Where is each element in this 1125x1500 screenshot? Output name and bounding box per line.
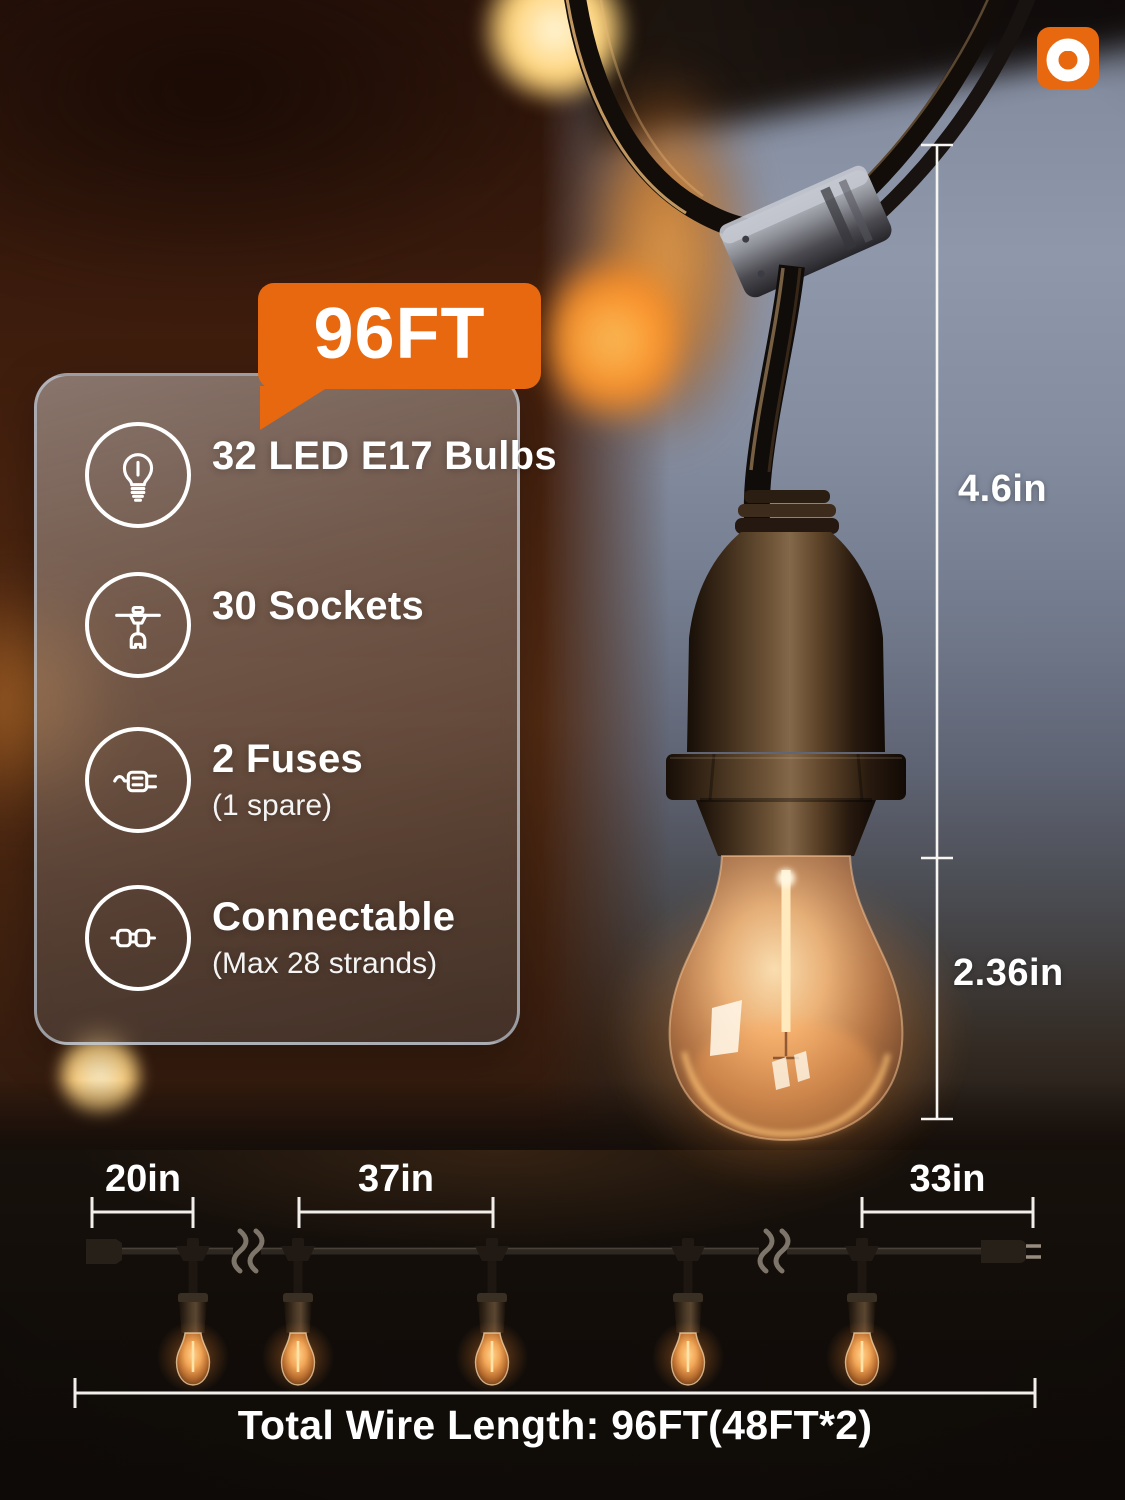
- mini-string-light: [826, 1238, 898, 1393]
- feature-subtitle: (1 spare): [212, 789, 333, 822]
- brand-logo-ring-icon: [1046, 38, 1090, 82]
- fuse-plug-icon: [85, 727, 191, 833]
- mini-string-light: [652, 1238, 724, 1393]
- spacing-schematic: [73, 1197, 1041, 1408]
- mini-string-lights: [157, 1238, 898, 1393]
- spacing-label-left: 20in: [104, 1158, 182, 1200]
- wire-break-marks: [231, 1228, 791, 1274]
- total-wire-length-label: Total Wire Length: 96FT(48FT*2): [237, 1402, 873, 1448]
- spacing-label-mid: 37in: [357, 1158, 435, 1200]
- feature-row-connectable: Connectable (Max 28 strands): [85, 885, 455, 991]
- mini-string-light: [262, 1238, 334, 1393]
- mini-string-light: [157, 1238, 229, 1393]
- feature-title: 30 Sockets: [212, 583, 425, 628]
- mini-string-light: [456, 1238, 528, 1393]
- connectable-plugs-icon: [85, 885, 191, 991]
- bulb-icon: [85, 422, 191, 528]
- male-plug: [981, 1240, 1026, 1263]
- feature-title: 32 LED E17 Bulbs: [212, 433, 557, 478]
- brand-logo: [1037, 27, 1099, 89]
- feature-panel: 32 LED E17 Bulbs 30 Sockets: [34, 373, 557, 1045]
- feature-row-fuses: 2 Fuses (1 spare): [85, 727, 363, 833]
- feature-title: Connectable: [212, 895, 456, 939]
- length-callout: 96FT: [258, 283, 541, 389]
- feature-row-sockets: 30 Sockets: [85, 572, 424, 678]
- wire-connector: [719, 165, 892, 298]
- string-socket-icon: [85, 572, 191, 678]
- hero-string-light: [564, 0, 1036, 1190]
- female-plug: [86, 1239, 122, 1264]
- spacing-label-right: 33in: [909, 1158, 986, 1200]
- glowing-bulb: [606, 855, 966, 1190]
- feature-title: 2 Fuses: [212, 737, 364, 781]
- dimension-lines: [921, 143, 953, 1121]
- socket-housing: [666, 490, 906, 856]
- spacing-brackets: [73, 1197, 1037, 1408]
- dimension-label-cord-drop: 4.6in: [958, 468, 1048, 510]
- length-callout-label: 96FT: [313, 294, 486, 374]
- dimension-label-bulb-height: 2.36in: [953, 952, 1064, 994]
- feature-subtitle: (Max 28 strands): [212, 947, 438, 980]
- bokeh-light: [548, 240, 678, 440]
- feature-row-bulbs: 32 LED E17 Bulbs: [85, 422, 557, 528]
